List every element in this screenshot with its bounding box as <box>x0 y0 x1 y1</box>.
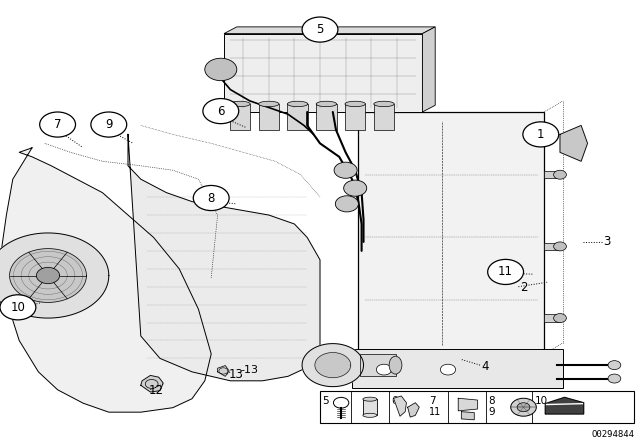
Bar <box>544 171 560 178</box>
Bar <box>316 104 337 130</box>
Text: -13: -13 <box>240 365 258 375</box>
Circle shape <box>608 374 621 383</box>
Text: 3: 3 <box>603 234 611 248</box>
Polygon shape <box>0 233 109 318</box>
Ellipse shape <box>345 101 365 107</box>
Circle shape <box>205 58 237 81</box>
Text: 5: 5 <box>316 23 324 36</box>
Circle shape <box>193 185 229 211</box>
Text: 7: 7 <box>429 396 436 405</box>
Circle shape <box>440 364 456 375</box>
Polygon shape <box>128 134 320 381</box>
Circle shape <box>376 364 392 375</box>
Polygon shape <box>560 125 588 161</box>
Ellipse shape <box>316 101 337 107</box>
Ellipse shape <box>363 413 377 418</box>
Text: 11: 11 <box>429 407 442 417</box>
Bar <box>259 104 279 130</box>
Text: 1: 1 <box>537 128 545 141</box>
Bar <box>230 104 250 130</box>
Circle shape <box>334 162 357 178</box>
Bar <box>352 349 563 388</box>
Bar <box>345 104 365 130</box>
Text: 8: 8 <box>207 191 215 205</box>
Ellipse shape <box>374 101 394 107</box>
Text: 4: 4 <box>481 359 489 373</box>
Polygon shape <box>302 344 364 387</box>
Circle shape <box>91 112 127 137</box>
Polygon shape <box>218 366 229 376</box>
Text: 13: 13 <box>229 368 244 382</box>
Bar <box>320 391 634 423</box>
Ellipse shape <box>363 397 377 401</box>
Polygon shape <box>10 249 86 302</box>
Polygon shape <box>461 412 474 420</box>
Polygon shape <box>458 398 477 411</box>
Circle shape <box>40 112 76 137</box>
Polygon shape <box>408 403 419 417</box>
Circle shape <box>554 242 566 251</box>
Polygon shape <box>545 397 584 414</box>
Polygon shape <box>422 27 435 112</box>
Ellipse shape <box>259 101 279 107</box>
Circle shape <box>344 180 367 196</box>
Text: 8: 8 <box>488 396 495 405</box>
Polygon shape <box>36 267 60 284</box>
Circle shape <box>608 361 621 370</box>
Circle shape <box>203 99 239 124</box>
Bar <box>544 243 560 250</box>
Bar <box>544 314 560 322</box>
Bar <box>363 399 377 415</box>
Bar <box>287 104 308 130</box>
Circle shape <box>517 403 530 412</box>
Circle shape <box>488 259 524 284</box>
Circle shape <box>511 398 536 416</box>
Circle shape <box>0 295 36 320</box>
Bar <box>360 354 396 376</box>
Bar <box>224 34 422 112</box>
Text: 9: 9 <box>488 407 495 417</box>
Bar <box>358 112 544 354</box>
Ellipse shape <box>230 101 250 107</box>
Text: 6: 6 <box>391 396 397 405</box>
Polygon shape <box>394 396 406 416</box>
Circle shape <box>302 17 338 42</box>
Circle shape <box>554 170 566 179</box>
Text: 7: 7 <box>54 118 61 131</box>
Polygon shape <box>141 375 163 392</box>
Text: 5: 5 <box>323 396 329 405</box>
Polygon shape <box>315 353 351 378</box>
Ellipse shape <box>389 356 402 374</box>
Circle shape <box>335 196 358 212</box>
Polygon shape <box>224 27 435 34</box>
Polygon shape <box>0 148 211 412</box>
Text: 10: 10 <box>534 396 548 405</box>
Text: 10: 10 <box>10 301 26 314</box>
Text: 12: 12 <box>148 384 163 397</box>
Ellipse shape <box>287 101 308 107</box>
Text: 11: 11 <box>498 265 513 279</box>
Text: 2: 2 <box>520 281 527 294</box>
Circle shape <box>554 314 566 323</box>
Text: 6: 6 <box>217 104 225 118</box>
Bar <box>374 104 394 130</box>
Circle shape <box>523 122 559 147</box>
Text: 9: 9 <box>105 118 113 131</box>
Text: O0294844: O0294844 <box>592 430 635 439</box>
